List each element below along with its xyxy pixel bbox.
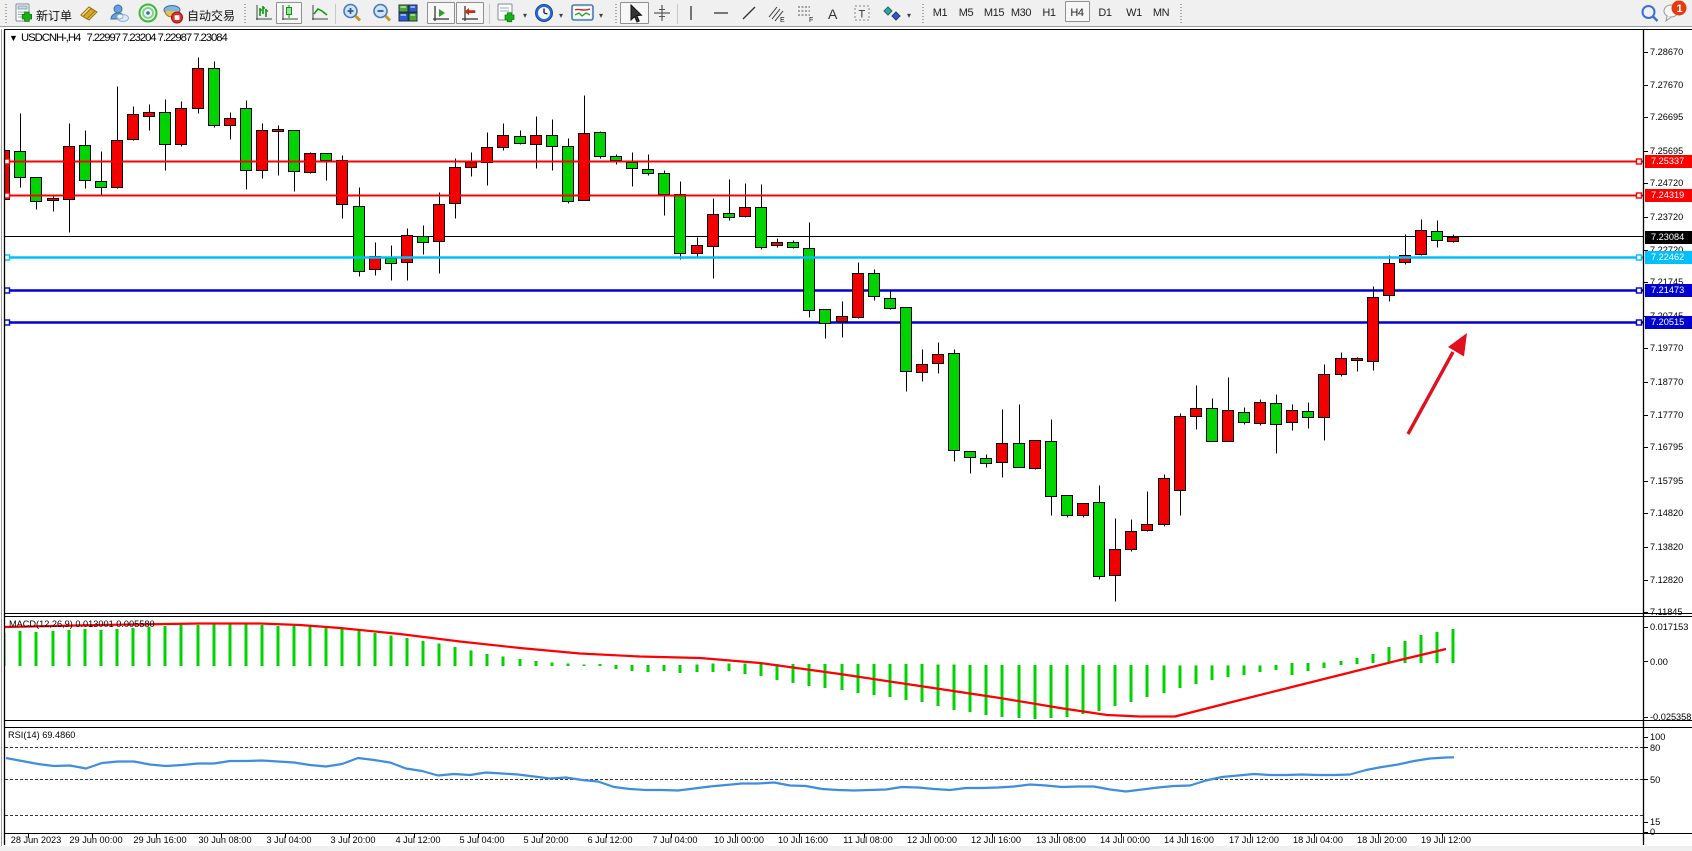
svg-text:T: T [859,9,866,21]
svg-text:E: E [780,17,785,23]
svg-text:1: 1 [1677,3,1683,15]
svg-text:F: F [809,17,813,23]
